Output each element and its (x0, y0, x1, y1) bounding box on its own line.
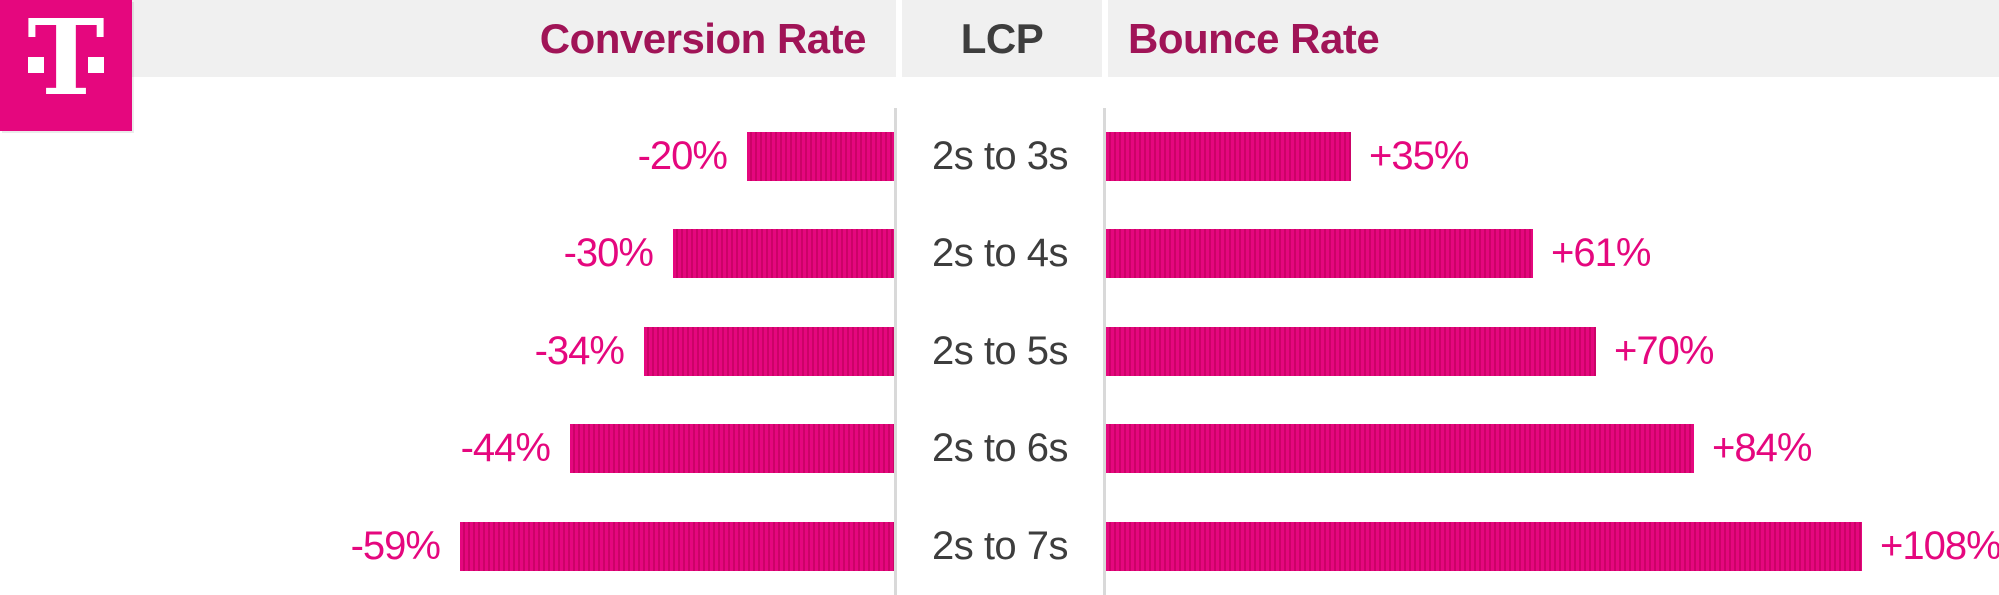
lcp-range-label: 2s to 5s (931, 329, 1069, 373)
conversion-value-label: -20% (637, 134, 728, 178)
telekom-dot-right-icon (88, 57, 104, 73)
bounce-bar (1106, 132, 1351, 181)
conversion-bar (570, 424, 894, 473)
header-segment-conversion: Conversion Rate (0, 0, 896, 77)
bounce-value-label: +84% (1712, 426, 1812, 470)
bounce-value-label: +108% (1880, 524, 1999, 568)
conversion-rate-header: Conversion Rate (539, 15, 867, 62)
conversion-value-label: -59% (350, 524, 441, 568)
lcp-range-label: 2s to 3s (931, 134, 1069, 178)
conversion-bar (460, 522, 894, 571)
conversion-bar (673, 229, 894, 278)
lcp-range-label: 2s to 4s (931, 231, 1069, 275)
conversion-value-label: -30% (563, 231, 654, 275)
conversion-bar (747, 132, 894, 181)
conversion-value-label: -34% (534, 329, 625, 373)
column-divider-left (894, 108, 897, 595)
bounce-value-label: +70% (1614, 329, 1714, 373)
conversion-value-label: -44% (460, 426, 551, 470)
telekom-dot-left-icon (28, 57, 44, 73)
bounce-value-label: +61% (1551, 231, 1651, 275)
bounce-bar (1106, 424, 1694, 473)
lcp-range-label: 2s to 7s (931, 524, 1069, 568)
t-mobile-logo: T (0, 0, 132, 131)
header-segment-lcp: LCP (902, 0, 1102, 77)
lcp-header: LCP (960, 15, 1044, 62)
bounce-bar (1106, 229, 1533, 278)
bounce-bar (1106, 522, 1862, 571)
header-segment-bounce: Bounce Rate (1108, 0, 1999, 77)
column-divider-right (1103, 108, 1106, 595)
telekom-t-icon: T (27, 0, 105, 119)
conversion-bar (644, 327, 894, 376)
bounce-bar (1106, 327, 1596, 376)
bounce-rate-header: Bounce Rate (1128, 15, 1380, 62)
lcp-range-label: 2s to 6s (931, 426, 1069, 470)
bounce-value-label: +35% (1369, 134, 1469, 178)
